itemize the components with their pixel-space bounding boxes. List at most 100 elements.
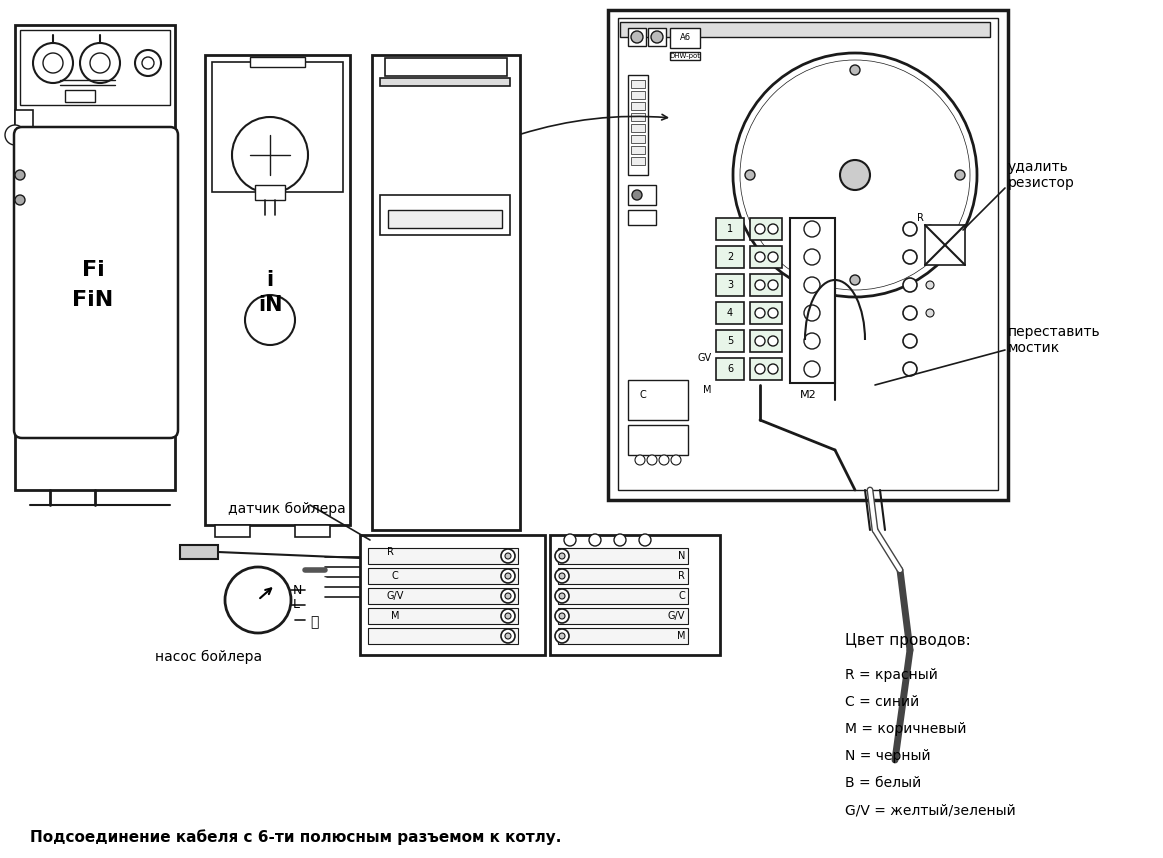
Circle shape [224,567,291,633]
Circle shape [740,60,970,290]
Bar [632,91,645,99]
Bar [716,218,744,240]
Text: R = красный: R = красный [846,668,937,682]
Bar [608,10,1008,500]
Circle shape [651,31,663,43]
Bar [925,225,965,265]
Circle shape [15,195,24,205]
Text: Fi: Fi [81,260,105,280]
Bar [716,246,744,268]
Bar [716,274,744,296]
Text: FiN: FiN [72,290,114,310]
Bar [388,210,502,228]
Circle shape [804,221,820,237]
Text: датчик бойлера: датчик бойлера [228,502,345,517]
Text: 3: 3 [727,280,733,290]
Polygon shape [245,595,272,621]
Bar [632,146,645,154]
Circle shape [755,224,765,234]
Circle shape [926,309,934,317]
Bar [628,28,645,46]
Text: 6: 6 [727,364,733,374]
Bar [632,135,645,143]
Bar [716,330,744,352]
Text: A6: A6 [679,33,691,43]
Circle shape [555,629,569,643]
Circle shape [926,225,934,233]
Bar [628,185,656,205]
Bar [212,62,343,192]
Bar [550,535,720,655]
Bar [255,185,285,200]
Text: G/V: G/V [668,611,685,621]
Text: iN: iN [258,295,283,315]
Text: B = белый: B = белый [846,776,921,790]
Text: N: N [293,583,302,596]
Circle shape [559,633,565,639]
Circle shape [755,280,765,290]
Circle shape [505,553,511,559]
Circle shape [632,31,643,43]
Circle shape [559,573,565,579]
Circle shape [840,160,870,190]
Circle shape [768,336,778,346]
Text: R: R [386,547,393,557]
Circle shape [135,50,160,76]
Circle shape [245,295,295,345]
Text: M: M [704,385,712,395]
Text: DHW-pot: DHW-pot [670,53,700,59]
Circle shape [768,252,778,262]
Bar [215,525,250,537]
Text: C: C [678,591,685,601]
Circle shape [902,362,916,376]
Bar [380,78,511,86]
Circle shape [638,534,651,546]
Bar [628,210,656,225]
Circle shape [850,65,859,75]
Circle shape [555,609,569,623]
Circle shape [33,43,73,83]
Circle shape [755,252,765,262]
Text: i: i [266,270,273,290]
Bar [632,157,645,165]
Bar [368,548,518,564]
Circle shape [768,308,778,318]
Circle shape [501,589,515,603]
Text: G/V = желтый/зеленый: G/V = желтый/зеленый [846,803,1015,817]
Circle shape [955,170,965,180]
Bar [368,628,518,644]
Circle shape [15,170,24,180]
Bar [750,358,782,380]
Circle shape [768,364,778,374]
Text: 1: 1 [727,224,733,234]
Bar [372,55,520,530]
Bar [558,608,688,624]
Bar [632,113,645,121]
Text: M = коричневый: M = коричневый [846,722,966,736]
Circle shape [614,534,626,546]
Text: 4: 4 [727,308,733,318]
Bar [750,274,782,296]
Circle shape [804,305,820,321]
Bar [368,588,518,604]
Circle shape [745,170,755,180]
Bar [618,18,998,490]
Text: насос бойлера: насос бойлера [155,650,262,664]
Circle shape [231,117,308,193]
Text: Подсоединение кабеля с 6-ти полюсным разъемом к котлу.: Подсоединение кабеля с 6-ти полюсным раз… [30,829,562,845]
Circle shape [505,573,511,579]
Bar [716,358,744,380]
Circle shape [902,306,916,320]
Bar [558,588,688,604]
Circle shape [559,553,565,559]
Circle shape [804,249,820,265]
Circle shape [647,455,657,465]
Bar [632,80,645,88]
Bar [180,545,217,559]
Text: C: C [392,571,399,581]
Circle shape [850,275,859,285]
Circle shape [505,613,511,619]
Circle shape [505,593,511,599]
Circle shape [588,534,601,546]
Text: 2: 2 [727,252,733,262]
